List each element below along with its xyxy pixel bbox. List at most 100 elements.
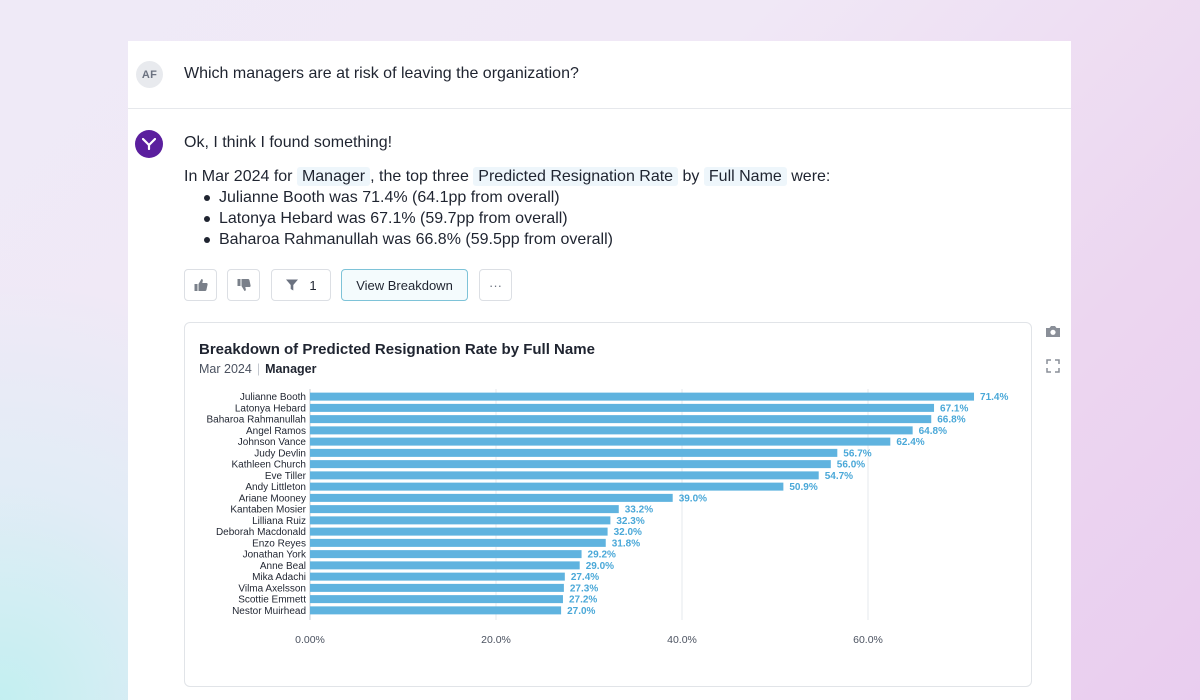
answer-bullet: Latonya Hebard was 67.1% (59.7pp from ov… (204, 208, 1044, 229)
category-label: Johnson Vance (238, 437, 307, 448)
data-label: 66.8% (937, 415, 965, 426)
answer-bullet: Julianne Booth was 71.4% (64.1pp from ov… (204, 187, 1044, 208)
assistant-answer: Ok, I think I found something! In Mar 20… (184, 132, 1044, 250)
category-label: Latonya Hebard (235, 403, 306, 414)
category-label: Lilliana Ruiz (252, 516, 306, 527)
thumbs-up-button[interactable] (184, 269, 217, 301)
answer-intro: Ok, I think I found something! (184, 134, 393, 151)
category-label: Julianne Booth (240, 392, 306, 403)
summary-suffix: were: (791, 168, 831, 185)
summary-prefix: In Mar 2024 for (184, 168, 293, 185)
category-label: Ariane Mooney (239, 493, 306, 504)
data-label: 27.3% (570, 583, 598, 594)
category-label: Andy Littleton (245, 482, 306, 493)
category-label: Kantaben Mosier (230, 505, 306, 516)
data-label: 27.0% (567, 606, 595, 617)
data-label: 54.7% (825, 471, 853, 482)
category-label: Angel Ramos (246, 426, 306, 437)
bar (310, 437, 891, 446)
x-tick-label: 0.00% (295, 634, 325, 646)
bar (310, 460, 831, 469)
chat-panel: AF Which managers are at risk of leaving… (128, 41, 1071, 700)
bar (310, 538, 606, 547)
category-label: Vilma Axelsson (238, 583, 306, 594)
answer-bullet: Baharoa Rahmanullah was 66.8% (59.5pp fr… (204, 229, 1044, 250)
data-label: 64.8% (919, 426, 947, 437)
bar (310, 415, 932, 424)
category-label: Eve Tiller (265, 471, 307, 482)
bar (310, 516, 611, 525)
assistant-logo-icon (142, 138, 156, 150)
data-label: 56.0% (837, 460, 865, 471)
category-label: Judy Devlin (254, 448, 306, 459)
data-label: 39.0% (679, 493, 707, 504)
thumbs-up-icon (194, 279, 208, 291)
bar (310, 482, 784, 491)
data-label: 62.4% (896, 437, 924, 448)
camera-icon[interactable] (1045, 324, 1061, 338)
category-label: Jonathan York (243, 550, 307, 561)
user-message: AF Which managers are at risk of leaving… (128, 41, 1071, 109)
chart-subtitle-dimension: Manager (265, 362, 317, 376)
x-tick-label: 20.0% (481, 634, 511, 646)
bar (310, 583, 564, 592)
bar (310, 426, 913, 435)
chip-dimension[interactable]: Manager (296, 167, 371, 186)
data-label: 31.8% (612, 538, 640, 549)
bar (310, 505, 619, 514)
bar (310, 572, 565, 581)
chart-title: Breakdown of Predicted Resignation Rate … (199, 341, 595, 358)
category-label: Baharoa Rahmanullah (206, 415, 306, 426)
category-label: Mika Adachi (252, 572, 306, 583)
bar (310, 561, 580, 570)
bar-chart: 0.00% 20.0% 40.0% 60.0% Julianne Booth 71.4% L… (206, 389, 1008, 646)
data-label: 27.2% (569, 595, 597, 606)
assistant-avatar (135, 130, 163, 158)
thumbs-down-icon (237, 279, 251, 291)
x-tick-label: 60.0% (853, 634, 883, 646)
answer-summary: In Mar 2024 for Manager, the top three P… (184, 166, 1044, 187)
bar (310, 606, 562, 615)
data-label: 27.4% (571, 572, 599, 583)
bar (310, 471, 819, 480)
filter-count: 1 (309, 277, 317, 293)
category-label: Deborah Macdonald (216, 527, 306, 538)
answer-bullets: Julianne Booth was 71.4% (64.1pp from ov… (204, 187, 1044, 250)
category-label: Kathleen Church (232, 460, 307, 471)
subtitle-separator: | (256, 362, 261, 376)
bar (310, 550, 582, 559)
data-label: 33.2% (625, 505, 653, 516)
filter-icon (286, 279, 299, 291)
bar (310, 527, 608, 536)
more-options-button[interactable]: ··· (479, 269, 512, 301)
data-label: 29.2% (588, 550, 616, 561)
filter-button[interactable]: 1 (271, 269, 331, 301)
thumbs-down-button[interactable] (227, 269, 260, 301)
data-label: 32.0% (614, 527, 642, 538)
category-label: Enzo Reyes (252, 538, 306, 549)
bar (310, 595, 563, 604)
summary-mid1: , the top three (370, 168, 469, 185)
summary-mid2: by (682, 168, 700, 185)
data-label: 29.0% (586, 561, 614, 572)
data-label: 50.9% (789, 482, 817, 493)
category-label: Scottie Emmett (238, 595, 306, 606)
chart-card: Breakdown of Predicted Resignation Rate … (184, 322, 1032, 687)
x-tick-label: 40.0% (667, 634, 697, 646)
bar (310, 403, 935, 412)
chip-breakdown[interactable]: Full Name (703, 167, 787, 186)
bar (310, 448, 838, 457)
bar (310, 392, 975, 401)
bar (310, 493, 673, 502)
expand-icon[interactable] (1046, 359, 1060, 373)
view-breakdown-button[interactable]: View Breakdown (341, 269, 468, 301)
user-avatar: AF (136, 61, 163, 88)
data-label: 56.7% (843, 448, 871, 459)
chart-subtitle: Mar 2024 | Manager (199, 362, 316, 376)
chip-metric[interactable]: Predicted Resignation Rate (473, 167, 679, 186)
user-question: Which managers are at risk of leaving th… (184, 65, 579, 82)
data-label: 32.3% (616, 516, 644, 527)
data-label: 67.1% (940, 403, 968, 414)
category-label: Nestor Muirhead (232, 606, 306, 617)
data-label: 71.4% (980, 392, 1008, 403)
